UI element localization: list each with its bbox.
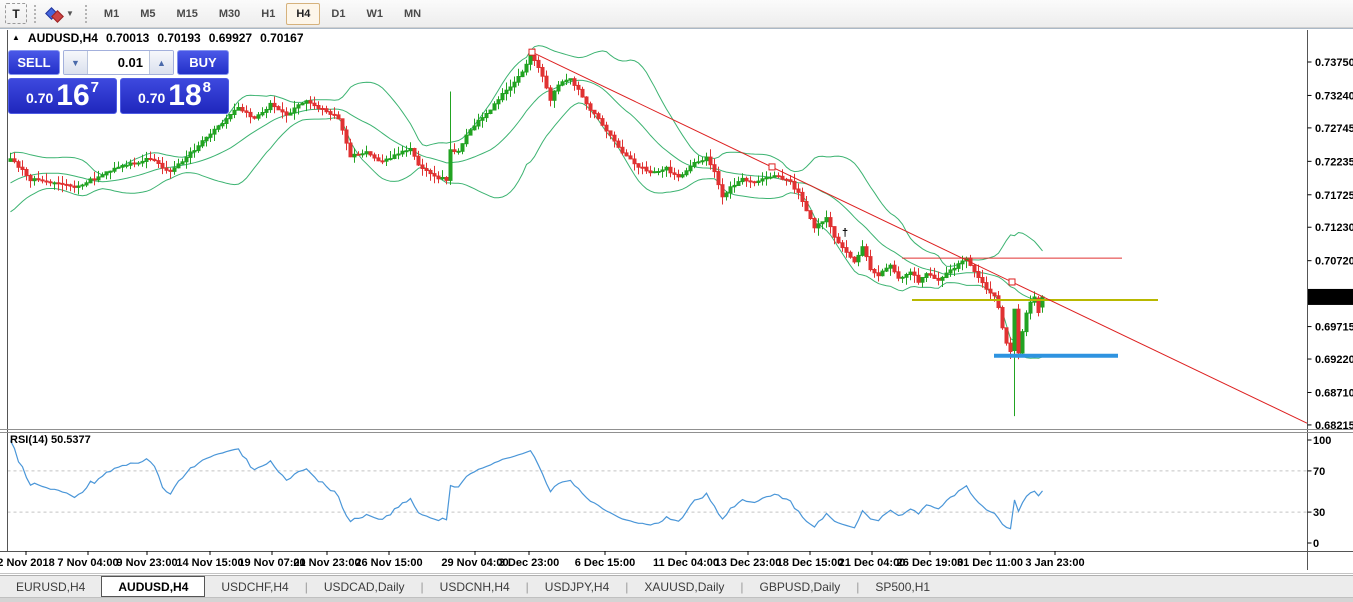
price-axis-label: 0.73240 — [1315, 90, 1353, 102]
time-axis-label: 31 Dec 11:00 — [957, 557, 1023, 569]
rsi-axis-label: 30 — [1313, 507, 1325, 519]
chart-tab-USDCHF-H4[interactable]: USDCHF,H4 — [205, 576, 304, 597]
price-axis-label: 0.73750 — [1315, 57, 1353, 69]
time-axis-label: 3 Jan 23:00 — [1025, 557, 1084, 569]
statusbar-strip — [0, 597, 1353, 602]
time-axis-label: 18 Dec 15:00 — [777, 557, 844, 569]
time-axis-label: 13 Dec 23:00 — [715, 557, 782, 569]
text-marker[interactable]: † — [842, 227, 848, 239]
price-axis[interactable]: 0.73750 0.73240 0.72745 0.72235 0.71725 0.712… — [1308, 57, 1353, 432]
trendline-handle[interactable] — [769, 164, 775, 170]
time-axis-label: 9 Nov 23:00 — [116, 557, 177, 569]
tf-button-M5[interactable]: M5 — [130, 3, 165, 25]
sell-price-sup: 7 — [91, 79, 99, 96]
ohlc-high: 0.70193 — [157, 31, 200, 45]
volume-decrease-button[interactable]: ▼ — [64, 51, 88, 74]
tf-button-D1[interactable]: D1 — [321, 3, 355, 25]
price-axis-label: 0.68710 — [1315, 387, 1353, 399]
rsi-axis-label: 70 — [1313, 466, 1325, 478]
price-axis-label: 0.71230 — [1315, 222, 1353, 234]
chart-title: ▲ AUDUSD,H4 0.70013 0.70193 0.69927 0.70… — [12, 31, 306, 45]
time-axis-label: 7 Nov 04:00 — [57, 557, 118, 569]
time-axis-label: 3 Dec 23:00 — [499, 557, 560, 569]
price-axis-label: 0.72745 — [1315, 123, 1353, 135]
rsi-indicator-label: RSI(14) 50.5377 — [10, 434, 91, 446]
trendline-handle[interactable] — [529, 49, 535, 55]
rsi-axis-label: 0 — [1313, 538, 1319, 550]
arrows-tool-button[interactable]: ▼ — [43, 4, 78, 23]
chart-tab-USDCAD-Daily[interactable]: USDCAD,Daily — [308, 576, 421, 597]
price-axis-label: 0.72235 — [1315, 156, 1353, 168]
chart-symbol-icon: ▲ — [12, 33, 20, 42]
text-tool-icon[interactable]: T — [5, 3, 27, 24]
tf-button-M15[interactable]: M15 — [166, 3, 207, 25]
price-axis-label: 0.69715 — [1315, 322, 1353, 334]
sell-button[interactable]: SELL — [8, 50, 60, 75]
price-axis-label: 0.70720 — [1315, 256, 1353, 268]
sell-price-box[interactable]: 0.70 16 7 — [8, 78, 117, 114]
rsi-line — [11, 441, 1043, 529]
chart-tab-GBPUSD-Daily[interactable]: GBPUSD,Daily — [744, 576, 857, 597]
buy-price-box[interactable]: 0.70 18 8 — [120, 78, 229, 114]
chart-tab-XAUUSD-Daily[interactable]: XAUUSD,Daily — [628, 576, 740, 597]
current-price-value: 0.70167 — [1311, 292, 1351, 304]
sell-price-big: 16 — [56, 82, 89, 110]
bb-lower-band — [11, 103, 1043, 358]
chart-tab-AUDUSD-H4[interactable]: AUDUSD,H4 — [101, 576, 205, 597]
chart-objects: † — [529, 49, 1307, 423]
price-axis-label: 0.68215 — [1315, 420, 1353, 432]
tf-button-M1[interactable]: M1 — [94, 3, 129, 25]
price-axis-label: 0.71725 — [1315, 190, 1353, 202]
trendline-handle[interactable] — [1009, 279, 1015, 285]
toolbar-grip — [34, 5, 36, 23]
tf-button-H4[interactable]: H4 — [286, 3, 320, 25]
chart-symbol: AUDUSD,H4 — [28, 31, 98, 45]
tf-button-H1[interactable]: H1 — [251, 3, 285, 25]
price-axis-label: 0.69220 — [1315, 354, 1353, 366]
buy-button[interactable]: BUY — [177, 50, 229, 75]
volume-field[interactable]: 0.01 — [88, 51, 149, 74]
buy-price-prefix: 0.70 — [138, 90, 165, 106]
ohlc-open: 0.70013 — [106, 31, 149, 45]
time-axis-label: 11 Dec 04:00 — [653, 557, 719, 569]
volume-increase-button[interactable]: ▲ — [149, 51, 173, 74]
ohlc-low: 0.69927 — [209, 31, 252, 45]
volume-spinner: ▼ 0.01 ▲ — [63, 50, 174, 75]
time-axis-label: 21 Dec 04:00 — [839, 557, 906, 569]
time-axis-label: 26 Nov 15:00 — [355, 557, 422, 569]
rsi-axis-label: 100 — [1313, 435, 1331, 447]
ohlc-close: 0.70167 — [260, 31, 303, 45]
tf-button-W1[interactable]: W1 — [356, 3, 393, 25]
one-click-trading-panel: SELL ▼ 0.01 ▲ BUY 0.70 16 7 0.70 18 8 — [8, 50, 229, 114]
time-axis-label: 6 Dec 15:00 — [575, 557, 636, 569]
rsi-axis[interactable]: 100 70 30 0 — [1308, 435, 1332, 550]
time-axis-label: 26 Dec 19:00 — [897, 557, 964, 569]
chart-tab-USDCNH-H4[interactable]: USDCNH,H4 — [424, 576, 526, 597]
time-axis-label: 14 Nov 15:00 — [176, 557, 243, 569]
chart-tab-USDJPY-H4[interactable]: USDJPY,H4 — [529, 576, 625, 597]
chart-tab-SP500-H1[interactable]: SP500,H1 — [859, 576, 946, 597]
toolbar-grip — [85, 5, 87, 23]
buy-price-sup: 8 — [203, 79, 211, 96]
tf-button-MN[interactable]: MN — [394, 3, 431, 25]
tf-button-M30[interactable]: M30 — [209, 3, 250, 25]
buy-price-big: 18 — [168, 82, 201, 110]
time-axis-label: 21 Nov 23:00 — [293, 557, 360, 569]
rsi-pane — [8, 441, 1308, 529]
descending-trendline[interactable] — [532, 52, 1307, 423]
sell-price-prefix: 0.70 — [26, 90, 53, 106]
chart-tab-EURUSD-H4[interactable]: EURUSD,H4 — [0, 576, 101, 597]
time-axis-label: 2 Nov 2018 — [0, 557, 55, 569]
dropdown-arrow-icon[interactable]: ▼ — [66, 9, 74, 18]
